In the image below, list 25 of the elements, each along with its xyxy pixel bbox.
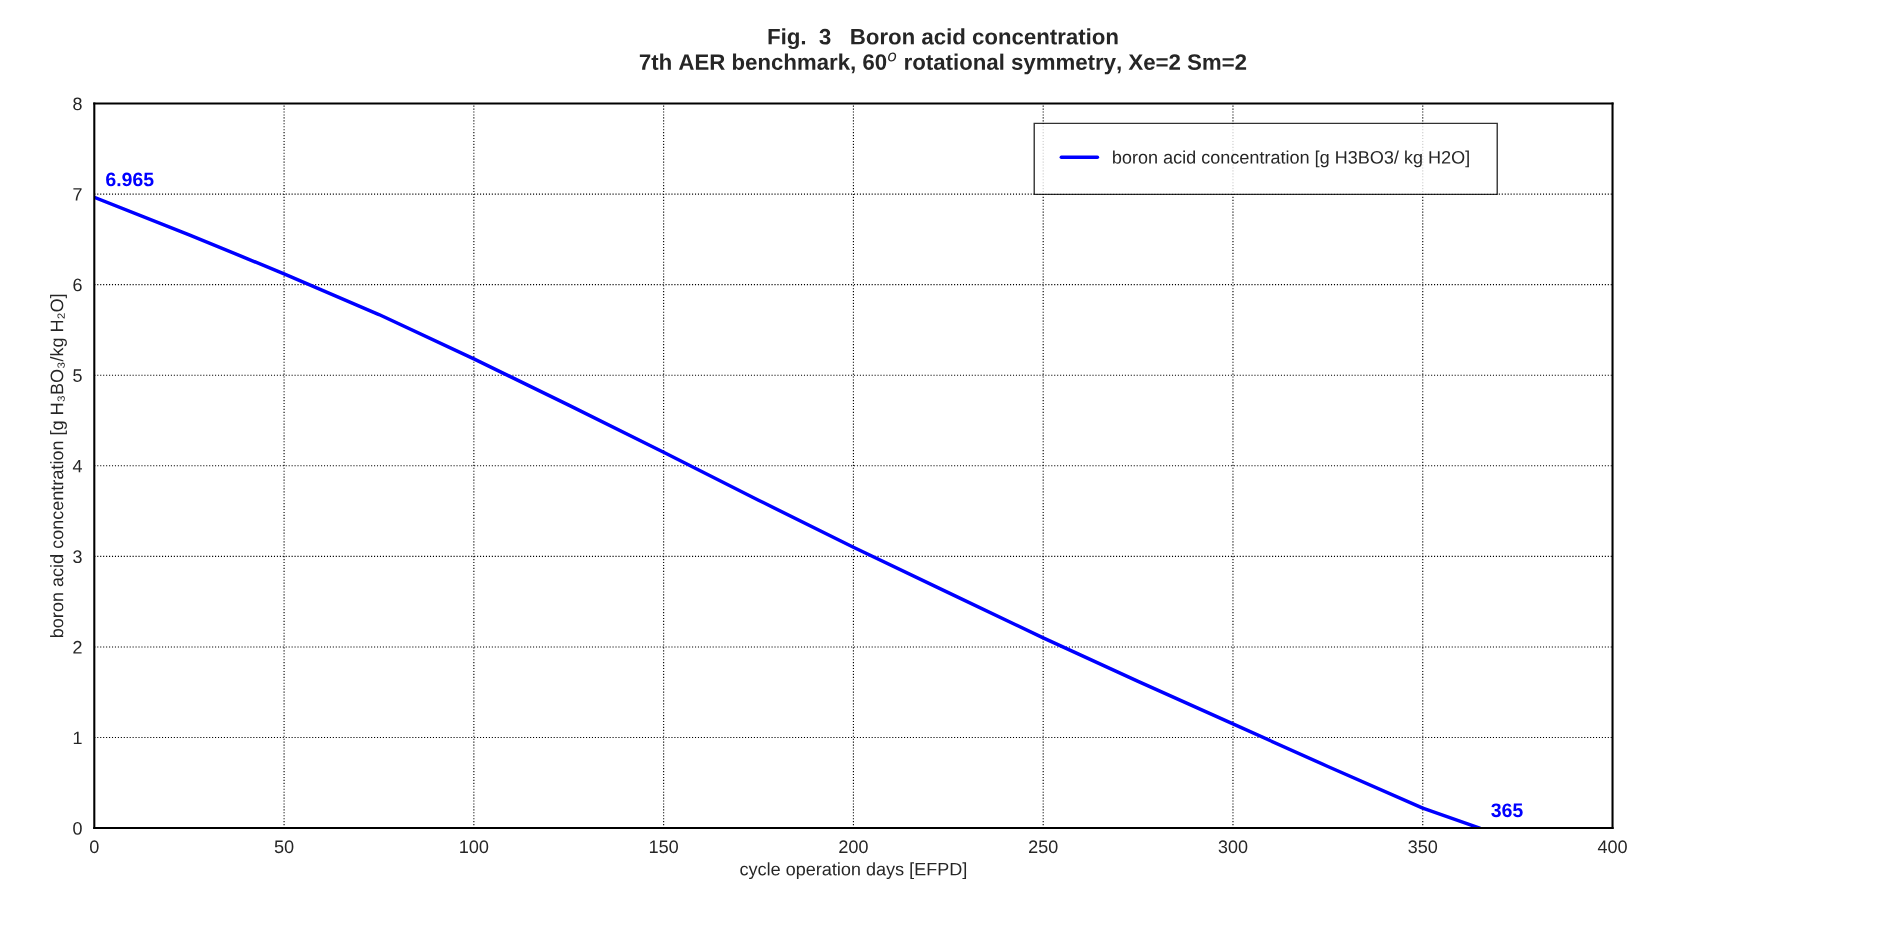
x-tick-label: 400 <box>1597 840 1627 854</box>
x-tick-label: 300 <box>1218 840 1248 854</box>
line-series <box>94 195 1482 829</box>
y-axis-title: boron acid concentration [g H₃BO₃/kg H₂O] <box>50 294 67 638</box>
annotation: 6.965 <box>106 172 154 187</box>
x-tick-label: 50 <box>274 840 294 854</box>
legend-label: boron acid concentration [g H3BO3/ kg H2O] <box>1113 150 1469 168</box>
x-tick-label: 350 <box>1408 840 1438 854</box>
y-tick-label: 7 <box>73 188 82 201</box>
y-tick-label: 1 <box>73 731 82 745</box>
x-tick-label: 0 <box>89 840 99 854</box>
y-tick-label: 5 <box>73 369 82 382</box>
y-tick-label: 0 <box>73 822 82 835</box>
y-tick-label: 8 <box>73 97 82 111</box>
annotation: 365 <box>1491 803 1523 818</box>
x-tick-label: 200 <box>839 840 868 854</box>
x-tick-label: 250 <box>1029 840 1058 854</box>
y-tick-label: 4 <box>72 459 82 473</box>
x-axis-title: cycle operation days [EFPD] <box>740 862 967 880</box>
y-tick-label: 2 <box>73 640 82 654</box>
y-tick-label: 6 <box>73 278 82 292</box>
x-tick-label: 150 <box>649 840 678 854</box>
chart-title: Fig. 3 Boron acid concentration 7th AER benchmark, 60$^{o}$ rotational symmetry, Xe=2 Sm=2 <box>639 28 1247 75</box>
y-tick-label: 3 <box>73 550 82 564</box>
x-tick-label: 100 <box>460 840 489 854</box>
